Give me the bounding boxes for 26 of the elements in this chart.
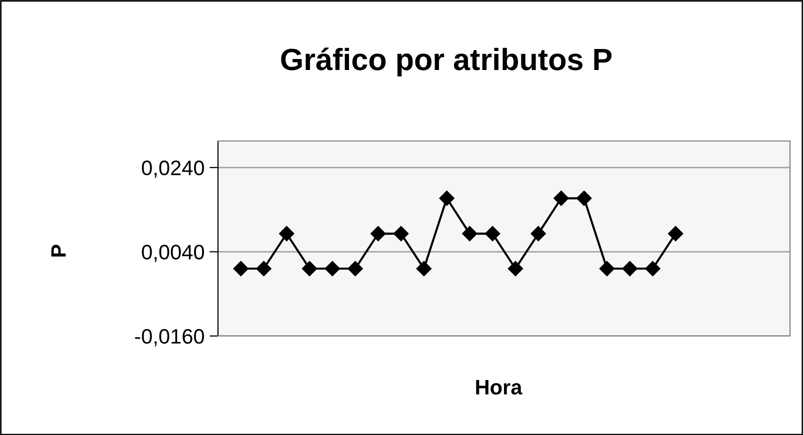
y-axis-title: P [51, 244, 66, 257]
x-axis-title: Hora [476, 380, 522, 395]
y-tick-label: 0,0040 [142, 244, 204, 262]
point [645, 261, 660, 276]
point [599, 261, 615, 276]
point [439, 190, 454, 206]
point [233, 261, 248, 276]
point [324, 261, 340, 276]
point [302, 261, 318, 276]
point [416, 261, 432, 276]
point [668, 226, 684, 242]
point [462, 226, 478, 242]
chart-title: Gráfico por atributos P [281, 48, 612, 76]
point [622, 261, 638, 276]
point [393, 226, 409, 242]
point [554, 190, 569, 206]
point [530, 226, 546, 242]
point [484, 226, 500, 242]
point [348, 261, 363, 276]
point [576, 190, 592, 206]
point [279, 226, 294, 242]
y-tick-label: -0,0160 [135, 329, 204, 346]
point [508, 261, 524, 276]
point [256, 261, 272, 276]
point [370, 226, 386, 242]
y-tick-label: 0,0240 [142, 160, 204, 178]
